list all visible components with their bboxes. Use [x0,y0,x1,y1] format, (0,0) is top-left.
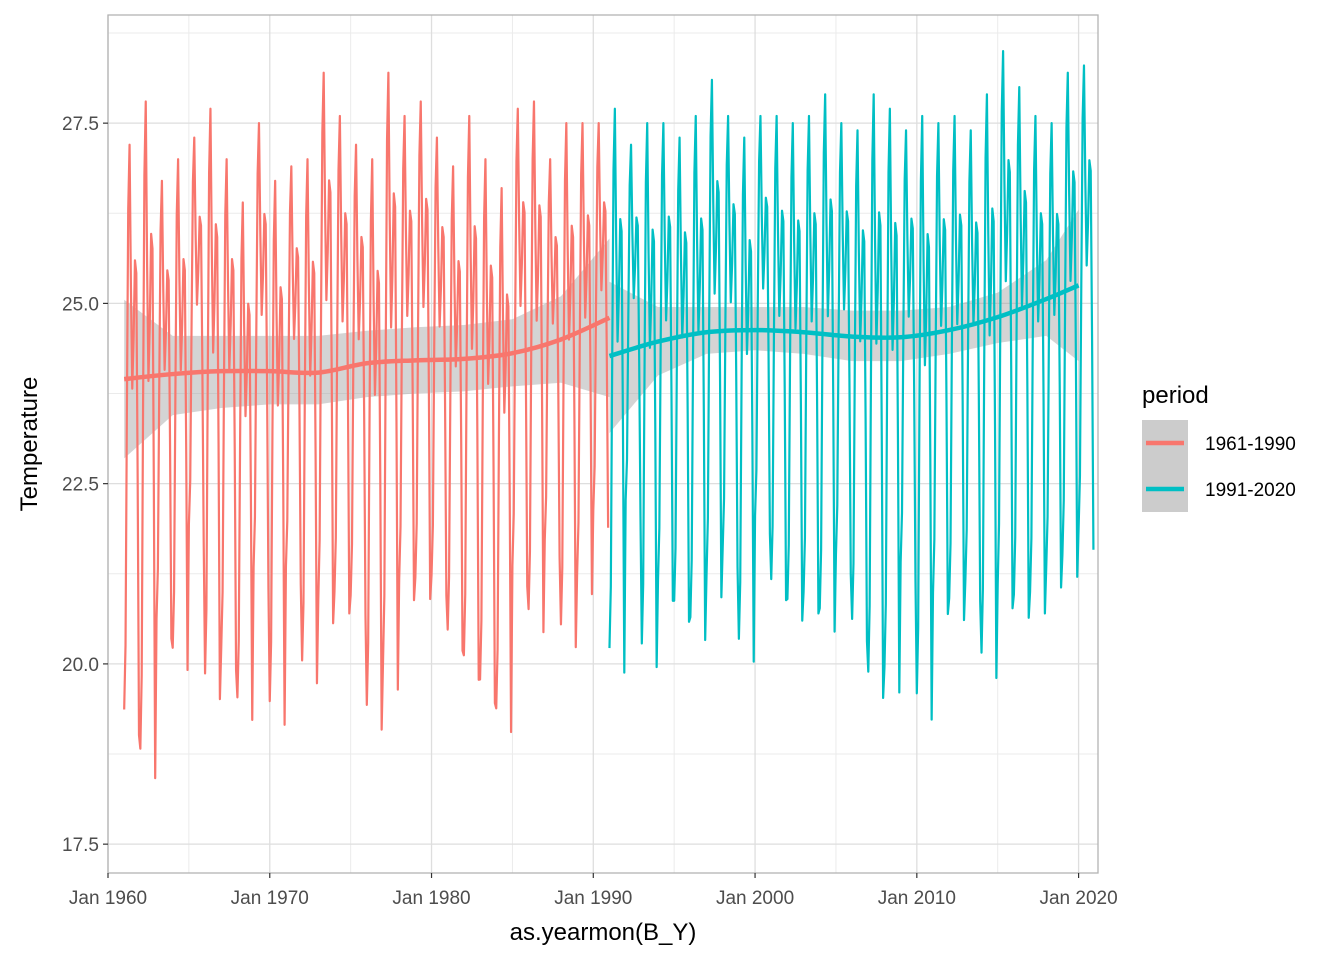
series-lines [123,49,1095,780]
y-tick-label: 27.5 [62,114,99,135]
x-tick-label: Jan 2010 [878,888,956,909]
trend-line-2 [608,283,1080,359]
y-tick-label: 20.0 [62,655,99,676]
y-axis-title: Temperature [16,377,43,512]
x-tick-label: Jan 1990 [554,888,632,909]
x-tick-label: Jan 2020 [1039,888,1117,909]
x-tick-label: Jan 1970 [231,888,309,909]
series-line-2 [608,49,1095,721]
y-tick-label: 17.5 [62,835,99,856]
confidence-ribbon-2 [609,209,1079,434]
x-tick-label: Jan 1980 [392,888,470,909]
y-axis: 17.5 20.0 22.5 25.0 27.5 [62,114,108,856]
y-tick-label: 22.5 [62,475,99,496]
panel-border [107,14,1099,874]
major-gridlines [107,15,1098,873]
x-tick-label: Jan 1960 [69,888,147,909]
trend-lines [123,283,1080,382]
y-tick-label: 25.0 [62,294,99,315]
legend: period 1961-1990 1991-2020 [1142,382,1296,512]
x-axis: Jan 1960 Jan 1970 Jan 1980 Jan 1990 Jan 2000… [69,873,1118,909]
trend-line-1 [123,315,611,382]
legend-label-2: 1991-2020 [1205,480,1296,501]
legend-title: period [1142,382,1209,409]
legend-label-1: 1961-1990 [1205,434,1296,455]
x-axis-title: as.yearmon(B_Y) [510,919,697,946]
series-line-1 [123,71,610,780]
x-tick-label: Jan 2000 [716,888,794,909]
